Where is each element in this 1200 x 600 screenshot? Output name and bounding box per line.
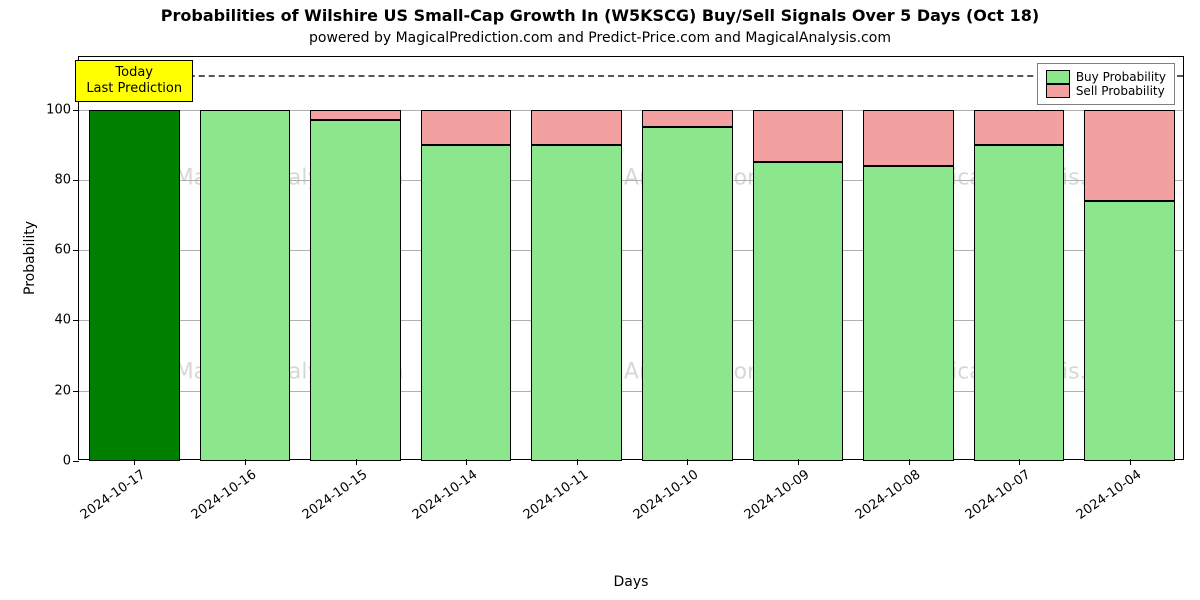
legend-item: Buy Probability: [1046, 70, 1166, 84]
bar-sell: [531, 110, 622, 145]
bar-sell: [421, 110, 512, 145]
ytick-label: 100: [46, 102, 79, 117]
bar-buy: [310, 120, 401, 461]
bar-buy: [200, 110, 291, 461]
xtick-label: 2024-10-16: [183, 459, 259, 523]
legend-label: Sell Probability: [1076, 84, 1165, 98]
x-axis-label: Days: [614, 574, 649, 590]
xtick-label: 2024-10-15: [294, 459, 370, 523]
bar-sell: [642, 110, 733, 128]
chart-title: Probabilities of Wilshire US Small-Cap G…: [0, 6, 1200, 25]
xtick-label: 2024-10-14: [404, 459, 480, 523]
bar-sell: [1084, 110, 1175, 201]
bar-sell: [310, 110, 401, 121]
xtick-label: 2024-10-04: [1068, 459, 1144, 523]
y-axis-label: Probability: [22, 221, 38, 295]
legend: Buy ProbabilitySell Probability: [1037, 63, 1175, 105]
reference-line: [79, 75, 1183, 77]
xtick-label: 2024-10-11: [515, 459, 591, 523]
ytick-label: 0: [63, 454, 79, 469]
bar-sell: [974, 110, 1065, 145]
bar-buy: [531, 145, 622, 461]
today-callout: TodayLast Prediction: [75, 60, 193, 103]
bar-buy: [863, 166, 954, 461]
ytick-label: 40: [54, 313, 79, 328]
bar-buy: [753, 162, 844, 461]
bar-sell: [863, 110, 954, 166]
xtick-label: 2024-10-07: [957, 459, 1033, 523]
ytick-label: 80: [54, 172, 79, 187]
xtick-label: 2024-10-08: [847, 459, 923, 523]
figure: Probabilities of Wilshire US Small-Cap G…: [0, 0, 1200, 600]
callout-line: Today: [86, 65, 182, 81]
ytick-label: 20: [54, 383, 79, 398]
chart-subtitle: powered by MagicalPrediction.com and Pre…: [0, 30, 1200, 46]
bar-buy: [974, 145, 1065, 461]
plot-area: MagicalAnalysis.comMagicalAnalysis.comMa…: [78, 56, 1184, 460]
bar-buy: [642, 127, 733, 461]
bar-buy: [89, 110, 180, 461]
ytick-label: 60: [54, 243, 79, 258]
bar-sell: [753, 110, 844, 163]
xtick-label: 2024-10-10: [625, 459, 701, 523]
legend-item: Sell Probability: [1046, 84, 1166, 98]
xtick-label: 2024-10-09: [736, 459, 812, 523]
xtick-label: 2024-10-17: [72, 459, 148, 523]
legend-swatch: [1046, 70, 1070, 84]
legend-swatch: [1046, 84, 1070, 98]
bar-buy: [421, 145, 512, 461]
bar-buy: [1084, 201, 1175, 461]
callout-line: Last Prediction: [86, 81, 182, 97]
legend-label: Buy Probability: [1076, 70, 1166, 84]
